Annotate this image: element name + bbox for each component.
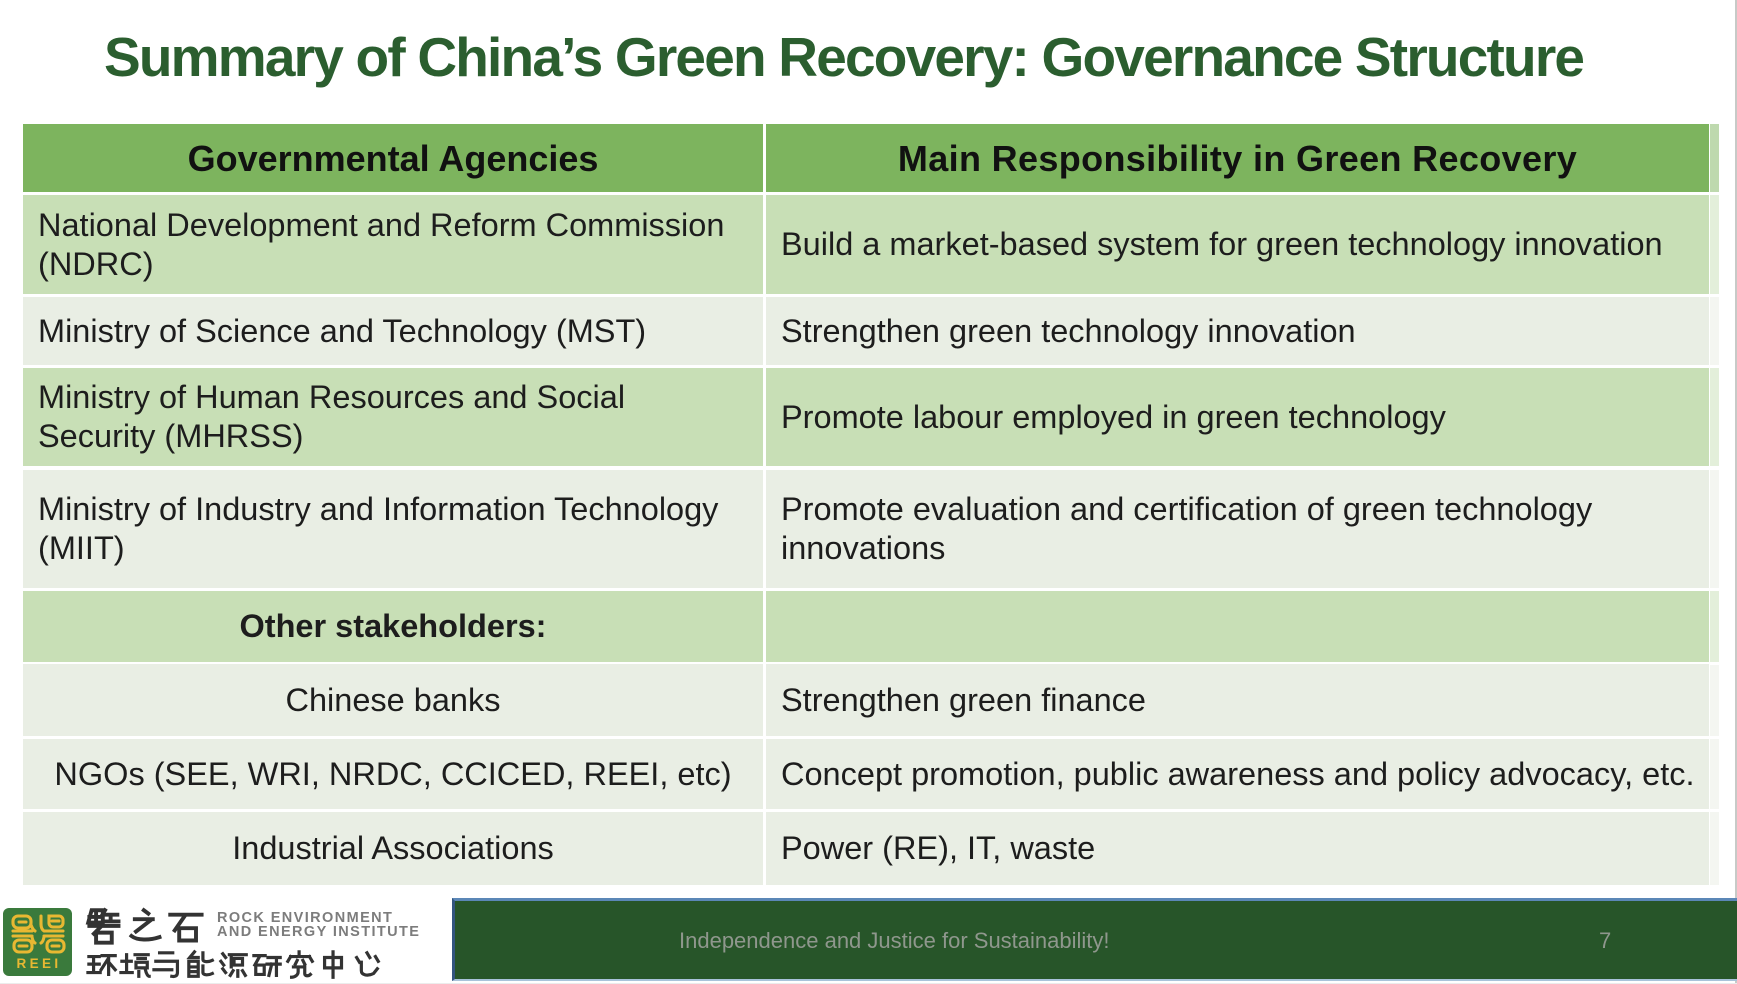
svg-text:ROCK ENVIRONMENT: ROCK ENVIRONMENT — [217, 910, 393, 926]
svg-text:REEI: REEI — [16, 956, 61, 971]
svg-text:AND ENERGY INSTITUTE: AND ENERGY INSTITUTE — [217, 924, 420, 940]
